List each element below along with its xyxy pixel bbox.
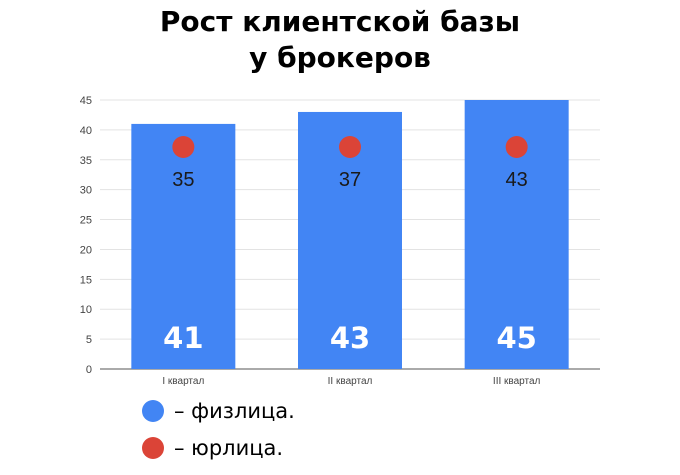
y-tick-label: 15 (80, 274, 92, 286)
marker-legal-entities (505, 136, 528, 158)
y-tick-label: 30 (80, 185, 92, 197)
y-tick-label: 40 (80, 125, 92, 137)
legend-item-individuals: – физлица. (142, 395, 542, 427)
y-tick-label: 0 (86, 364, 92, 376)
bars: 41 35 43 37 45 43 (131, 100, 569, 370)
chart-title-line-1: Рост клиентской базы (159, 5, 521, 38)
bar-individuals (131, 123, 236, 370)
x-axis: I квартал II квартал III квартал (162, 376, 540, 387)
marker-legal-entities (172, 136, 195, 158)
x-tick-label: II квартал (328, 376, 373, 387)
chart-title-line-2: у брокеров (249, 41, 431, 74)
bar-chart: 0 5 10 15 20 25 30 35 40 45 41 35 43 37 45 43 I кварта… (80, 95, 600, 387)
y-tick-label: 25 (80, 215, 92, 227)
legend-label-legal-entities: – юрлица. (174, 436, 284, 460)
chart-title: Рост клиентской базы у брокеров (0, 4, 680, 76)
bar-value-label-individuals: 45 (496, 321, 536, 355)
bar-value-label-individuals: 41 (163, 321, 203, 355)
bar-value-label-individuals: 43 (330, 321, 370, 355)
y-tick-label: 5 (86, 334, 92, 346)
legend-label-individuals: – физлица. (174, 399, 295, 423)
value-label-legal-entities: 35 (172, 169, 194, 191)
value-label-legal-entities: 37 (339, 169, 361, 191)
x-tick-label: III квартал (493, 376, 541, 387)
y-tick-label: 10 (80, 304, 92, 316)
value-label-legal-entities: 43 (506, 169, 528, 191)
x-tick-label: I квартал (162, 376, 204, 387)
y-tick-label: 45 (80, 95, 92, 107)
y-axis: 0 5 10 15 20 25 30 35 40 45 (80, 95, 92, 376)
legend-item-legal-entities: – юрлица. (142, 432, 542, 464)
legend-dot-individuals (142, 400, 164, 422)
marker-legal-entities (339, 136, 361, 158)
y-tick-label: 20 (80, 244, 92, 256)
legend-dot-legal-entities (142, 437, 164, 459)
y-tick-label: 35 (80, 155, 92, 167)
